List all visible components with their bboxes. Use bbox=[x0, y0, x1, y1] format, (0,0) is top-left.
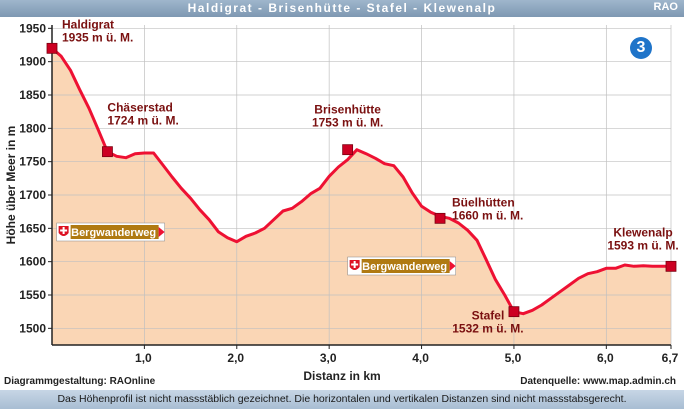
waypoint-elevation: 1935 m ü. M. bbox=[62, 30, 133, 44]
swiss-cross-icon-h bbox=[60, 229, 68, 232]
waypoint-name: Klewenalp bbox=[613, 225, 672, 239]
y-tick-label: 1850 bbox=[19, 88, 46, 102]
waypoint-elevation: 1724 m ü. M. bbox=[107, 114, 178, 128]
x-tick-label: 6,7 bbox=[662, 351, 679, 365]
waypoint-name: Stafel bbox=[472, 309, 505, 323]
trail-sign-label: Bergwanderweg bbox=[362, 261, 447, 273]
y-tick-label: 1800 bbox=[19, 121, 46, 135]
brand-label: RAO bbox=[653, 1, 678, 13]
elevation-area-fill bbox=[52, 48, 671, 346]
waypoint-marker bbox=[102, 146, 113, 158]
waypoint-marker bbox=[665, 260, 677, 272]
y-tick-label: 1650 bbox=[19, 221, 46, 235]
waypoint-marker bbox=[434, 212, 446, 224]
waypoint-marker bbox=[342, 144, 354, 156]
waypoint-marker bbox=[508, 306, 520, 318]
x-tick-label: 6,0 bbox=[597, 351, 614, 365]
y-tick-label: 1900 bbox=[19, 55, 46, 69]
elevation-profile-chart: 1500 1550 1600 1650 1700 1750 1800 1850 1900 1950… bbox=[4, 17, 679, 365]
swiss-cross-icon-h bbox=[351, 263, 359, 266]
y-tick-label: 1550 bbox=[19, 288, 46, 302]
x-tick-label: 2,0 bbox=[227, 351, 244, 365]
trail-sign-label: Bergwanderweg bbox=[71, 227, 156, 239]
y-axis-label: Höhe über Meer in m bbox=[4, 126, 18, 245]
waypoint-name: Chäserstad bbox=[107, 101, 172, 115]
y-tick-label: 1700 bbox=[19, 188, 46, 202]
waypoint-marker bbox=[46, 42, 58, 54]
elevation-line bbox=[51, 47, 671, 316]
trail-sign-arrow bbox=[158, 227, 165, 237]
waypoint-elevation: 1660 m ü. M. bbox=[452, 208, 523, 222]
x-axis-label: Distanz in km bbox=[303, 369, 381, 383]
route-number-badge: 3 bbox=[630, 37, 652, 59]
y-tick-label: 1950 bbox=[19, 21, 46, 35]
waypoint-elevation: 1753 m ü. M. bbox=[312, 116, 383, 130]
trail-sign-plate bbox=[361, 259, 450, 273]
y-tick-label: 1600 bbox=[19, 255, 46, 269]
design-credit: Diagrammgestaltung: RAOnline bbox=[4, 376, 156, 387]
waypoint-elevation: 1532 m ü. M. bbox=[452, 322, 523, 336]
trail-sign: Bergwanderweg bbox=[347, 256, 456, 276]
footer-note: Das Höhenprofil ist nicht massstäblich g… bbox=[57, 393, 627, 405]
waypoint-name: Brisenhütte bbox=[314, 103, 381, 117]
x-tick-label: 5,0 bbox=[505, 351, 522, 365]
footer-bar: Das Höhenprofil ist nicht massstäblich g… bbox=[0, 390, 684, 409]
x-tick-label: 1,0 bbox=[135, 351, 152, 365]
trail-sign-arrow bbox=[449, 261, 456, 271]
data-source: Datenquelle: www.map.admin.ch bbox=[520, 376, 676, 387]
route-title: Haldigrat - Brisenhütte - Stafel - Klewe… bbox=[187, 1, 497, 15]
waypoint-name: Haldigrat bbox=[62, 17, 114, 31]
y-tick-label: 1500 bbox=[19, 321, 46, 335]
title-bar: Haldigrat - Brisenhütte - Stafel - Klewe… bbox=[0, 0, 684, 17]
x-tick-label: 3,0 bbox=[320, 351, 337, 365]
y-tick-label: 1750 bbox=[19, 155, 46, 169]
x-tick-label: 4,0 bbox=[412, 351, 429, 365]
waypoint-name: Büelhütten bbox=[452, 195, 515, 209]
trail-sign: Bergwanderweg bbox=[56, 222, 165, 242]
waypoint-elevation: 1593 m ü. M. bbox=[607, 238, 678, 252]
trail-sign-plate bbox=[70, 225, 159, 239]
